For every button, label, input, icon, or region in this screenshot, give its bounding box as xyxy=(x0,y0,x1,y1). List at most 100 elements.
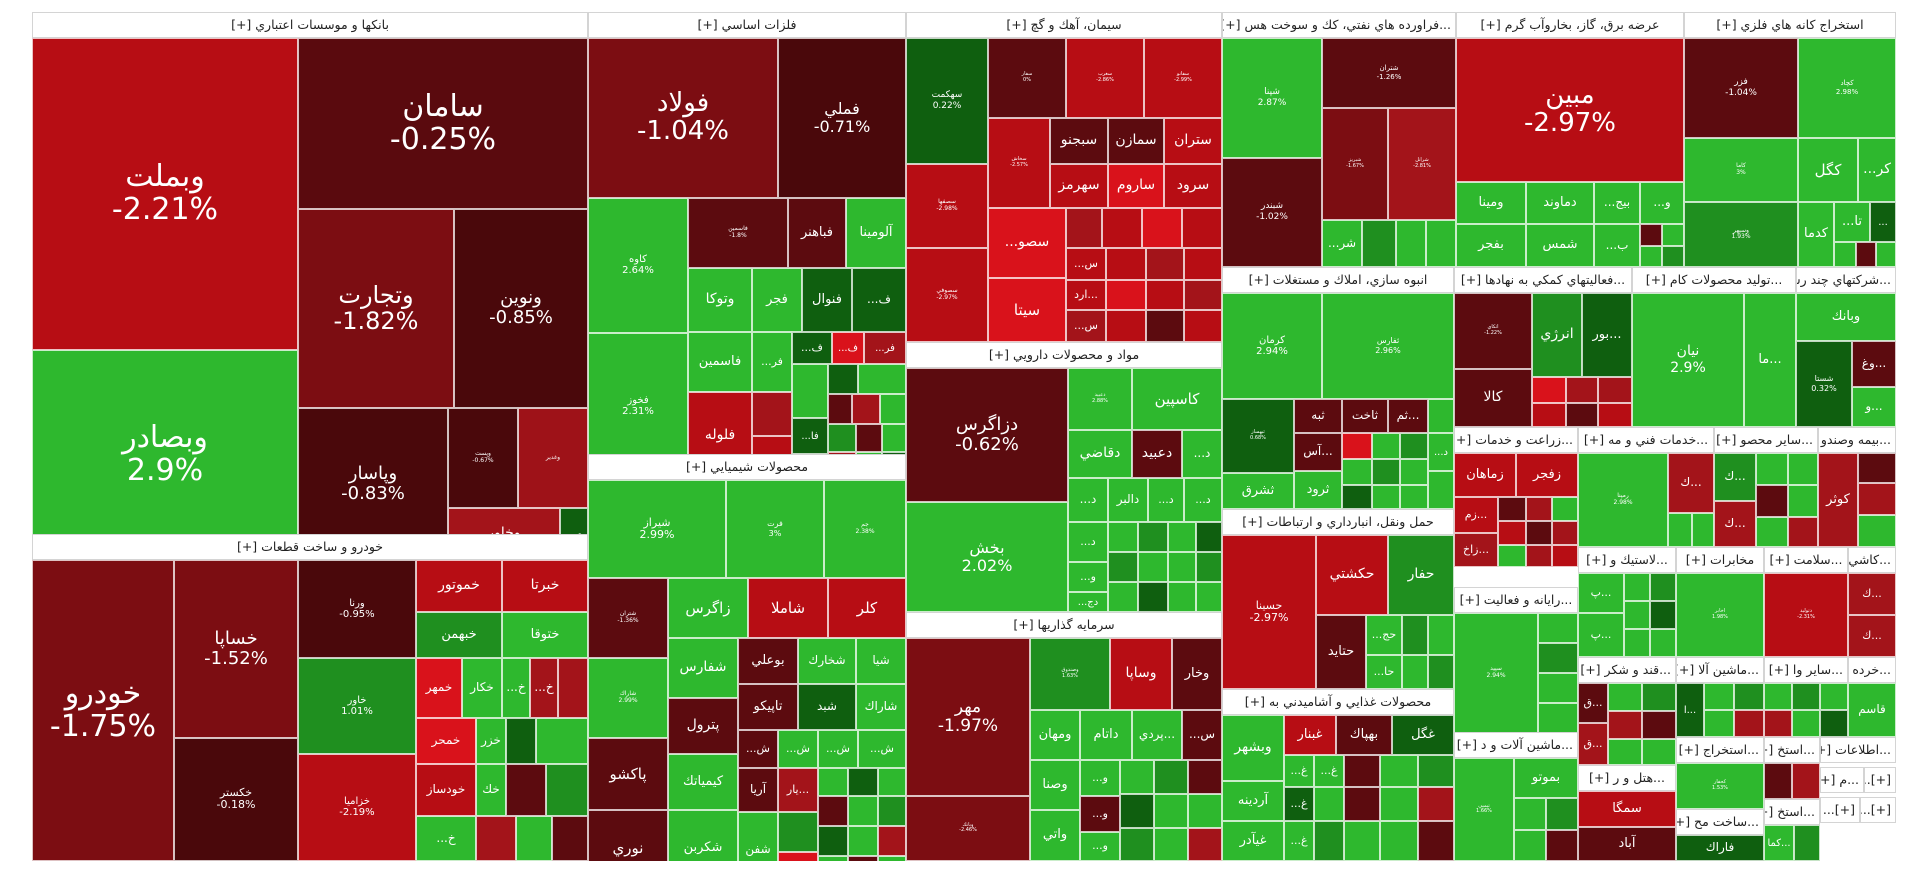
stock-tile[interactable] xyxy=(1566,377,1598,403)
stock-tile[interactable]: وغدير xyxy=(518,408,588,508)
stock-tile[interactable]: تاپيكو xyxy=(738,684,798,730)
stock-tile[interactable] xyxy=(1428,399,1454,433)
stock-tile[interactable]: وبشهر xyxy=(1222,715,1284,781)
stock-tile[interactable]: شتران -1.36% xyxy=(588,578,668,658)
stock-tile[interactable] xyxy=(1108,552,1138,582)
stock-tile[interactable]: ...پردي xyxy=(1132,710,1182,760)
stock-tile[interactable]: سخاش -2.57% xyxy=(988,118,1050,208)
stock-tile[interactable]: شيراز 2.99% xyxy=(588,480,726,578)
stock-tile[interactable] xyxy=(852,394,880,424)
sector-header[interactable]: ...خدمات فني و مه [+] xyxy=(1578,427,1714,453)
sector-header[interactable]: ...قند و شكر [+] xyxy=(1578,657,1676,683)
stock-tile[interactable]: د... xyxy=(1182,430,1222,478)
stock-tile[interactable]: ...ما xyxy=(1744,293,1796,427)
stock-tile[interactable]: آلومينا xyxy=(846,198,906,268)
stock-tile[interactable]: ...ق xyxy=(1578,683,1608,723)
stock-tile[interactable]: ونوين -0.85% xyxy=(454,209,588,408)
stock-tile[interactable]: فا... xyxy=(792,418,828,454)
stock-tile[interactable]: خبهمن xyxy=(416,612,502,658)
stock-tile[interactable] xyxy=(1372,433,1400,459)
stock-tile[interactable]: وبملت -2.21% xyxy=(32,38,298,350)
stock-tile[interactable] xyxy=(1342,433,1372,459)
stock-tile[interactable]: ...ك xyxy=(1714,501,1756,547)
stock-tile[interactable]: سغرب -2.86% xyxy=(1066,38,1144,118)
stock-tile[interactable]: حج... xyxy=(1366,615,1402,655)
stock-tile[interactable]: ...ك xyxy=(1848,615,1896,657)
stock-tile[interactable] xyxy=(848,796,878,826)
stock-tile[interactable] xyxy=(1642,683,1676,711)
stock-tile[interactable] xyxy=(1362,220,1396,267)
stock-tile[interactable]: وساپا xyxy=(1110,638,1172,710)
stock-tile[interactable] xyxy=(1650,601,1676,629)
stock-tile[interactable]: تپمپي 1.66% xyxy=(1454,758,1514,861)
stock-tile[interactable] xyxy=(1188,828,1222,861)
stock-tile[interactable]: سمازن xyxy=(1108,118,1164,164)
stock-tile[interactable]: ...ا xyxy=(1676,683,1704,737)
stock-tile[interactable]: و... xyxy=(560,508,588,534)
stock-tile[interactable]: سفانو -2.99% xyxy=(1144,38,1222,118)
stock-tile[interactable] xyxy=(878,826,906,856)
stock-tile[interactable] xyxy=(878,796,906,826)
stock-tile[interactable]: وتوكا xyxy=(688,268,752,332)
stock-tile[interactable]: نوري xyxy=(588,810,668,861)
stock-tile[interactable] xyxy=(1146,248,1184,280)
stock-tile[interactable]: تا... xyxy=(1834,202,1870,242)
stock-tile[interactable]: فباهنر xyxy=(788,198,846,268)
stock-tile[interactable]: خمهر xyxy=(416,658,462,718)
stock-tile[interactable]: شبريز -1.67% xyxy=(1322,108,1388,220)
sector-header[interactable]: محصولات شيميايي [+] xyxy=(588,454,906,480)
stock-tile[interactable]: حسينا -2.97% xyxy=(1222,535,1316,689)
stock-tile[interactable]: كگل xyxy=(1798,138,1858,202)
sector-header[interactable]: ...ماشين آلات و د [+] xyxy=(1454,732,1578,758)
stock-tile[interactable]: فجر xyxy=(752,268,802,332)
stock-tile[interactable] xyxy=(1764,683,1792,710)
stock-tile[interactable] xyxy=(1498,521,1526,545)
stock-tile[interactable] xyxy=(1168,582,1196,612)
sector-header[interactable]: خودرو و ساخت قطعات [+] xyxy=(32,534,588,560)
stock-tile[interactable] xyxy=(1834,242,1856,267)
stock-tile[interactable]: كلر xyxy=(828,578,906,638)
stock-tile[interactable] xyxy=(1552,497,1578,521)
sector-header[interactable]: ...خرده [+] xyxy=(1848,657,1896,683)
stock-tile[interactable]: آباد xyxy=(1578,827,1676,861)
stock-tile[interactable]: ختوقا xyxy=(502,612,588,658)
stock-tile[interactable]: س... xyxy=(1066,248,1106,280)
stock-tile[interactable]: وسپهر 1.93% xyxy=(1684,202,1798,267)
stock-tile[interactable] xyxy=(856,424,882,452)
stock-tile[interactable]: غ... xyxy=(1314,755,1344,787)
stock-tile[interactable]: خودساز xyxy=(416,764,476,816)
stock-tile[interactable] xyxy=(1788,517,1818,547)
stock-tile[interactable]: ...پ xyxy=(1578,613,1624,657)
stock-tile[interactable]: ش... xyxy=(858,730,906,768)
stock-tile[interactable]: كوثر xyxy=(1818,453,1858,547)
stock-tile[interactable]: فلوله xyxy=(688,392,752,454)
stock-tile[interactable] xyxy=(1640,246,1662,267)
stock-tile[interactable]: دعبيد 2.88% xyxy=(1068,368,1132,430)
stock-tile[interactable] xyxy=(1704,710,1734,737)
stock-tile[interactable] xyxy=(1792,710,1820,737)
stock-tile[interactable] xyxy=(1552,521,1578,545)
stock-tile[interactable] xyxy=(818,826,848,856)
stock-tile[interactable]: د... xyxy=(1068,478,1108,522)
stock-tile[interactable] xyxy=(1566,403,1598,427)
sector-header[interactable]: ...لاستيك و [+] xyxy=(1578,547,1676,573)
stock-tile[interactable] xyxy=(1120,794,1154,828)
stock-tile[interactable]: مبين -2.97% xyxy=(1456,38,1684,182)
stock-tile[interactable]: اخابر 1.98% xyxy=(1676,573,1764,657)
stock-tile[interactable]: زفجر xyxy=(1516,453,1578,497)
stock-tile[interactable] xyxy=(1532,403,1566,427)
stock-tile[interactable] xyxy=(1794,825,1820,861)
stock-tile[interactable]: ثرود xyxy=(1294,471,1342,509)
sector-header[interactable]: [+]... xyxy=(1864,767,1896,793)
stock-tile[interactable] xyxy=(858,364,906,394)
stock-tile[interactable]: شر... xyxy=(1322,220,1362,267)
stock-tile[interactable]: ثبه xyxy=(1294,399,1342,433)
stock-tile[interactable] xyxy=(1428,655,1454,689)
stock-tile[interactable]: شاملا xyxy=(748,578,828,638)
stock-tile[interactable] xyxy=(848,826,878,856)
stock-tile[interactable] xyxy=(558,658,588,718)
stock-tile[interactable]: حا... xyxy=(1366,655,1402,689)
stock-tile[interactable]: ...ك xyxy=(1848,573,1896,615)
stock-tile[interactable]: شبد xyxy=(798,684,856,730)
stock-tile[interactable]: سامان -0.25% xyxy=(298,38,588,209)
